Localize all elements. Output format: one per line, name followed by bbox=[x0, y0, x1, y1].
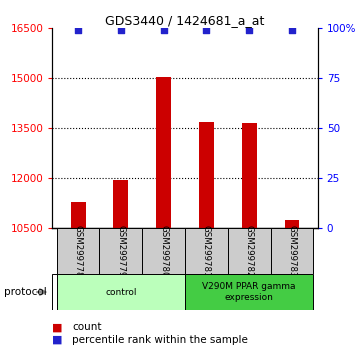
Text: count: count bbox=[72, 322, 102, 332]
Bar bbox=[99, 228, 142, 274]
Text: ■: ■ bbox=[52, 335, 63, 345]
Bar bbox=[271, 228, 313, 274]
Text: GSM299783: GSM299783 bbox=[287, 225, 296, 278]
Text: control: control bbox=[105, 287, 136, 297]
Point bbox=[118, 28, 124, 33]
Text: percentile rank within the sample: percentile rank within the sample bbox=[72, 335, 248, 345]
Text: protocol: protocol bbox=[4, 287, 46, 297]
Bar bbox=[185, 274, 313, 310]
Text: GSM299779: GSM299779 bbox=[116, 225, 125, 278]
Bar bbox=[57, 274, 185, 310]
Point bbox=[289, 28, 295, 33]
Text: ■: ■ bbox=[52, 322, 63, 332]
Text: GSM299782: GSM299782 bbox=[245, 225, 254, 278]
Bar bbox=[70, 202, 86, 228]
Title: GDS3440 / 1424681_a_at: GDS3440 / 1424681_a_at bbox=[105, 14, 265, 27]
Bar bbox=[199, 122, 214, 228]
Bar bbox=[113, 180, 128, 228]
Text: V290M PPAR gamma
expression: V290M PPAR gamma expression bbox=[203, 282, 296, 302]
Bar bbox=[284, 220, 300, 228]
Bar bbox=[242, 123, 257, 228]
Point bbox=[161, 28, 166, 33]
Bar bbox=[142, 228, 185, 274]
Bar bbox=[156, 77, 171, 228]
Point bbox=[75, 28, 81, 33]
Text: GSM299780: GSM299780 bbox=[159, 225, 168, 278]
Text: GSM299778: GSM299778 bbox=[74, 225, 83, 278]
Bar bbox=[57, 228, 99, 274]
Text: GSM299781: GSM299781 bbox=[202, 225, 211, 278]
Bar bbox=[228, 228, 271, 274]
Point bbox=[204, 28, 209, 33]
Point bbox=[246, 28, 252, 33]
Bar bbox=[185, 228, 228, 274]
